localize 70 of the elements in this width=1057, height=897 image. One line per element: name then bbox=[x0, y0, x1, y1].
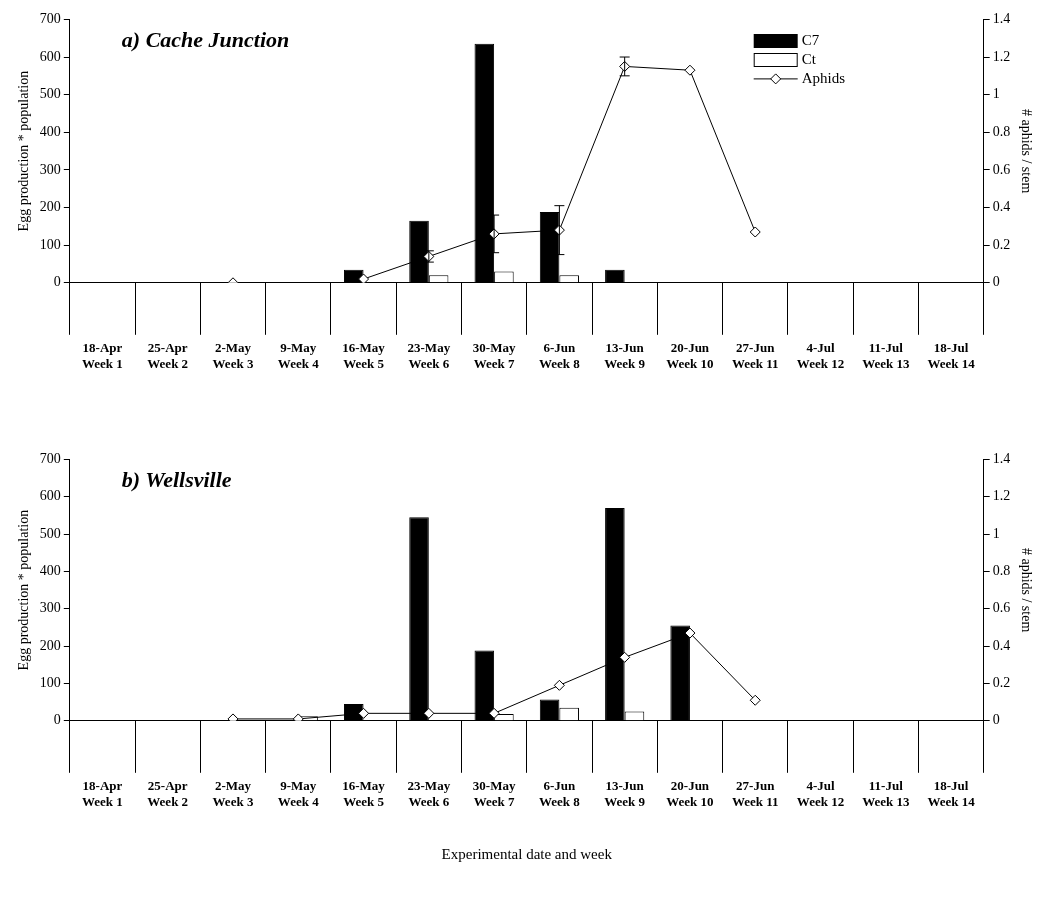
y-tick-label: 500 bbox=[39, 525, 61, 541]
y-axis-title: Egg production * population bbox=[16, 509, 32, 671]
y2-tick-label: 1 bbox=[992, 86, 1000, 102]
y2-tick-label: 0.2 bbox=[992, 236, 1011, 252]
y2-tick-label: 0.6 bbox=[992, 600, 1011, 616]
x-tick-label: 11-Jul Week 13 bbox=[862, 777, 910, 809]
x-tick-label: 27-Jun Week 11 bbox=[731, 777, 779, 809]
y-tick-label: 100 bbox=[39, 675, 61, 691]
x-tick-label: 25-Apr Week 2 bbox=[147, 339, 189, 371]
y-tick-label: 500 bbox=[39, 86, 61, 102]
y-axis-title: Egg production * population bbox=[16, 70, 32, 232]
x-tick-label: 30-May Week 7 bbox=[472, 339, 516, 371]
x-tick-label: 9-May Week 4 bbox=[277, 777, 320, 809]
chart-title: a) Cache Junction bbox=[121, 27, 290, 53]
y-tick-label: 600 bbox=[39, 488, 61, 504]
y-tick-label: 400 bbox=[39, 563, 61, 579]
y2-tick-label: 1.2 bbox=[992, 488, 1011, 504]
y-tick-label: 100 bbox=[39, 236, 61, 252]
y2-axis-title: # aphids / stem bbox=[1018, 547, 1034, 633]
x-tick-label: 2-May Week 3 bbox=[212, 339, 254, 371]
y2-tick-label: 0.6 bbox=[992, 161, 1011, 177]
x-tick-label: 11-Jul Week 13 bbox=[862, 339, 910, 371]
x-tick-label: 18-Apr Week 1 bbox=[82, 339, 123, 371]
x-tick-label: 25-Apr Week 2 bbox=[147, 777, 189, 809]
y-tick-label: 200 bbox=[39, 199, 61, 215]
y2-tick-label: 0.4 bbox=[992, 637, 1011, 653]
x-tick-label: 30-May Week 7 bbox=[472, 777, 516, 809]
x-tick-label: 18-Jul Week 14 bbox=[927, 339, 976, 371]
x-tick-label: 23-May Week 6 bbox=[407, 339, 451, 371]
x-tick-label: 20-Jun Week 10 bbox=[666, 777, 714, 809]
y2-tick-label: 1.4 bbox=[992, 451, 1011, 467]
y2-tick-label: 0.4 bbox=[992, 199, 1011, 215]
y-tick-label: 700 bbox=[39, 451, 61, 467]
y2-tick-label: 0 bbox=[992, 274, 1000, 290]
x-tick-label: 23-May Week 6 bbox=[407, 777, 451, 809]
y2-axis-title: # aphids / stem bbox=[1018, 108, 1034, 194]
y2-tick-label: 0 bbox=[992, 712, 1000, 728]
chart-title: b) Wellsville bbox=[121, 467, 232, 493]
y-tick-label: 200 bbox=[39, 637, 61, 653]
y2-tick-label: 0.8 bbox=[992, 123, 1011, 139]
x-tick-label: 6-Jun Week 8 bbox=[538, 777, 581, 809]
x-tick-label: 18-Apr Week 1 bbox=[82, 777, 123, 809]
legend-label: Aphids bbox=[801, 69, 846, 86]
y2-tick-label: 0.8 bbox=[992, 563, 1011, 579]
x-tick-label: 4-Jul Week 12 bbox=[796, 777, 845, 809]
y-tick-label: 400 bbox=[39, 123, 61, 139]
x-tick-label: 9-May Week 4 bbox=[277, 339, 320, 371]
y2-tick-label: 0.2 bbox=[992, 675, 1011, 691]
y-tick-label: 0 bbox=[53, 712, 61, 728]
x-axis-title: Experimental date and week bbox=[441, 845, 613, 862]
y-tick-label: 700 bbox=[39, 11, 61, 27]
y2-tick-label: 1.2 bbox=[992, 48, 1011, 64]
x-tick-label: 27-Jun Week 11 bbox=[731, 339, 779, 371]
x-tick-label: 16-May Week 5 bbox=[342, 339, 386, 371]
y2-tick-label: 1.4 bbox=[992, 11, 1011, 27]
x-tick-label: 6-Jun Week 8 bbox=[538, 339, 581, 371]
y-tick-label: 300 bbox=[39, 161, 61, 177]
legend-label: Ct bbox=[801, 50, 817, 67]
y-tick-label: 0 bbox=[53, 274, 61, 290]
y2-tick-label: 1 bbox=[992, 525, 1000, 541]
x-tick-label: 18-Jul Week 14 bbox=[927, 777, 976, 809]
y-tick-label: 300 bbox=[39, 600, 61, 616]
y-tick-label: 600 bbox=[39, 48, 61, 64]
x-tick-label: 4-Jul Week 12 bbox=[796, 339, 845, 371]
x-tick-label: 20-Jun Week 10 bbox=[666, 339, 714, 371]
x-tick-label: 2-May Week 3 bbox=[212, 777, 254, 809]
legend-label: C7 bbox=[801, 31, 820, 48]
x-tick-label: 13-Jun Week 9 bbox=[604, 777, 646, 809]
x-tick-label: 16-May Week 5 bbox=[342, 777, 386, 809]
x-tick-label: 13-Jun Week 9 bbox=[604, 339, 646, 371]
